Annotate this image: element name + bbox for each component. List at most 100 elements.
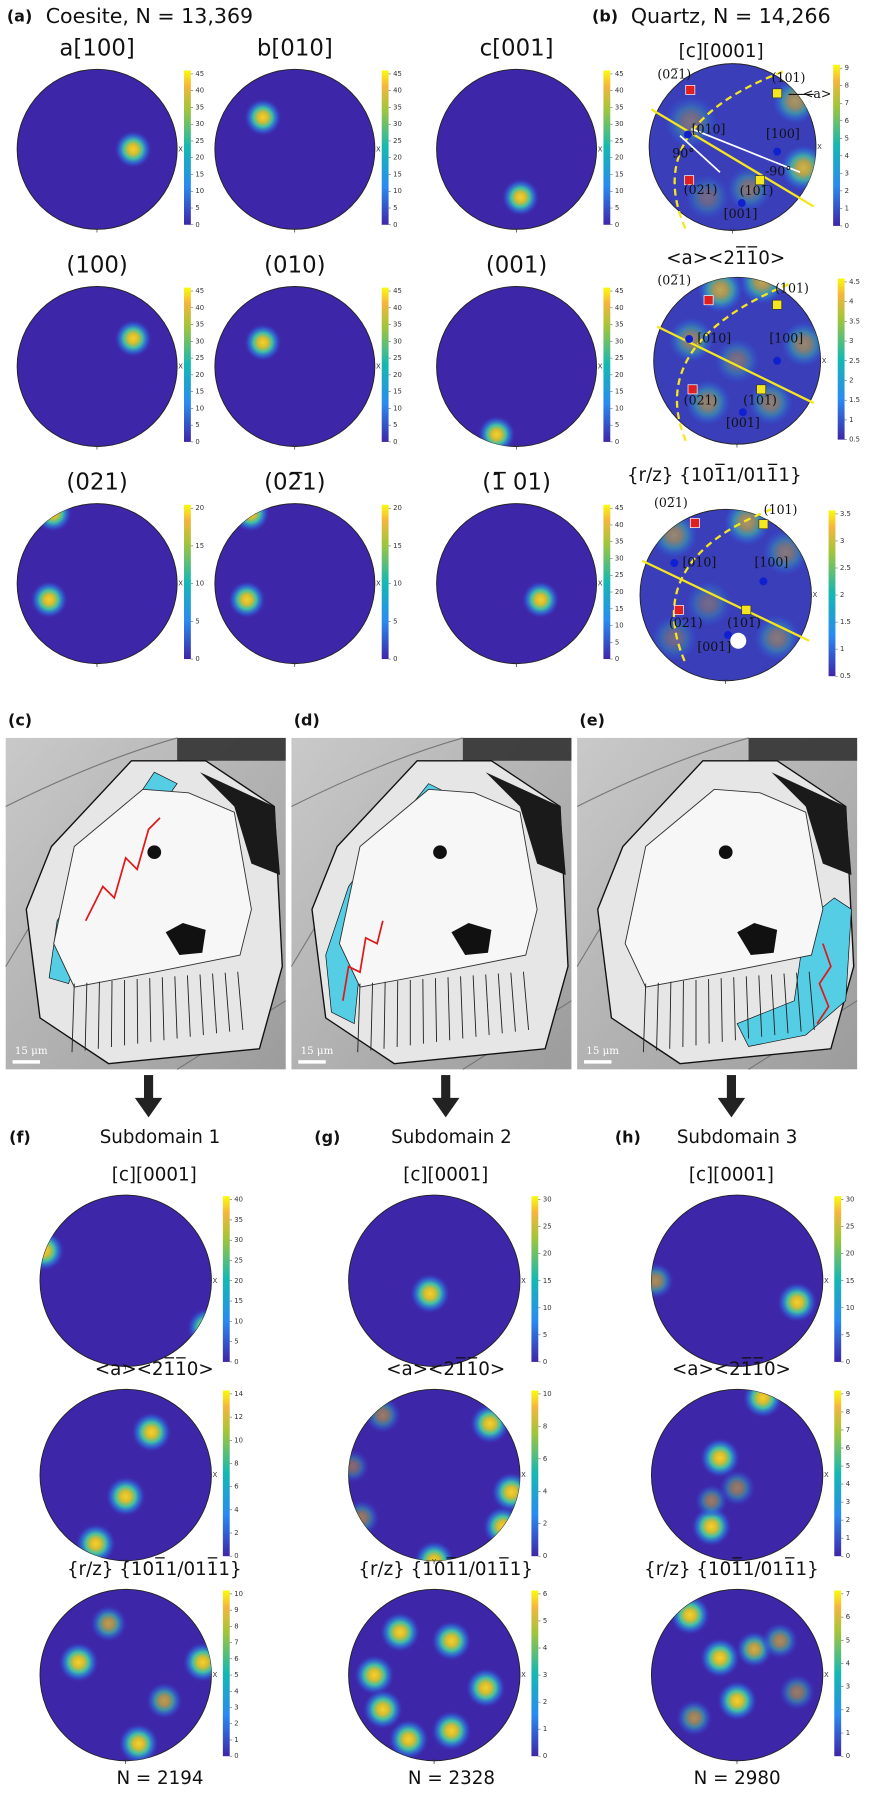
axis-mark: Y — [292, 661, 298, 669]
colorbar — [223, 1196, 230, 1362]
colorbar-tick-label: 5 — [846, 1462, 850, 1470]
colorbar-tick-label: 2.5 — [849, 357, 860, 365]
colorbar-tick-label: 6 — [234, 1655, 238, 1663]
colorbar — [382, 505, 389, 659]
colorbar-tick-label: 15 — [615, 170, 624, 178]
colorbar-tick-label: 35 — [615, 321, 624, 329]
colorbar-tick-label: 8 — [846, 1408, 850, 1416]
colorbar-tick-label: 0 — [543, 1752, 547, 1760]
colorbar-tick-label: 0 — [615, 221, 619, 229]
density-spot — [244, 323, 282, 361]
colorbar-tick-label: 0 — [195, 221, 199, 229]
colorbar-tick-label: 10 — [393, 580, 402, 588]
density-spot — [379, 1612, 420, 1653]
colorbar-tick-label: 1.5 — [849, 396, 860, 404]
density-spot — [431, 1710, 472, 1751]
colorbar-tick-label: 40 — [615, 87, 624, 95]
colorbar-tick-label: 2 — [849, 376, 853, 384]
colorbar-tick-label: 20 — [195, 154, 204, 162]
colorbar-tick-label: 20 — [543, 1250, 552, 1258]
arrow-head — [432, 1098, 459, 1117]
colorbar-tick-label: 20 — [195, 504, 204, 512]
colorbar-tick-label: 9 — [234, 1606, 238, 1614]
colorbar-tick-label: 2 — [845, 187, 849, 195]
colorbar — [184, 70, 191, 224]
colorbar-tick-label: 2.5 — [840, 564, 851, 572]
plot-title: {r/z} {101̅1/011̅1} — [67, 1558, 242, 1580]
colorbar — [834, 1390, 841, 1556]
density-spot — [187, 1307, 228, 1348]
annotation: (021) — [684, 182, 718, 197]
colorbar — [603, 288, 610, 442]
colorbar-tick-label: 0 — [846, 1358, 850, 1366]
axis-mark: Y — [431, 1758, 437, 1766]
marker — [773, 89, 782, 98]
density-spot — [777, 1282, 818, 1323]
plot-title: (02̅1) — [264, 470, 325, 496]
plot-title: [c][0001] — [403, 1165, 488, 1186]
panel-label: (d) — [294, 710, 320, 729]
colorbar — [382, 70, 389, 224]
density-spot — [362, 1689, 403, 1730]
colorbar-tick-label: 30 — [393, 120, 402, 128]
density-spot — [465, 1667, 506, 1708]
marker — [670, 559, 678, 567]
colorbar-tick-label: 40 — [234, 1196, 243, 1204]
colorbar-tick-label: 6 — [543, 1455, 547, 1463]
density-spot — [637, 1262, 675, 1300]
subdomain-title: Subdomain 1 — [100, 1127, 221, 1148]
colorbar-tick-label: 15 — [195, 388, 204, 396]
colorbar-tick-label: 8 — [234, 1622, 238, 1630]
colorbar-tick-label: 25 — [195, 354, 204, 362]
colorbar-tick-label: 14 — [234, 1390, 243, 1398]
annotation: [100] — [766, 126, 800, 141]
colorbar-tick-label: 35 — [393, 103, 402, 111]
colorbar-tick-label: 45 — [615, 504, 624, 512]
scale-label: 15 μm — [586, 1045, 619, 1057]
pole-figure — [215, 286, 375, 446]
colorbar-tick-label: 30 — [615, 120, 624, 128]
colorbar-tick-label: 35 — [393, 321, 402, 329]
plot-title: <a><21̅1̅0> — [666, 247, 785, 269]
axis-mark: X — [598, 145, 603, 153]
count-label: N = 2980 — [694, 1768, 781, 1789]
axis-mark: X — [178, 145, 183, 153]
colorbar-tick-label: 4 — [846, 1480, 850, 1488]
colorbar-tick-label: 0 — [615, 655, 619, 663]
colorbar-tick-label: 10 — [393, 187, 402, 195]
colorbar-tick-label: 8 — [234, 1459, 238, 1467]
pole-figure — [651, 1195, 822, 1366]
colorbar-tick-label: 40 — [393, 87, 402, 95]
arrow-shaft — [144, 1075, 153, 1100]
axis-mark: Y — [734, 1758, 740, 1766]
plot-title: (1̅ 01) — [482, 470, 551, 496]
pole-figure — [17, 69, 177, 229]
density-spot — [649, 509, 700, 560]
axis-mark: Y — [722, 678, 728, 686]
colorbar-tick-label: 5 — [195, 421, 199, 429]
axis-mark: X — [813, 591, 818, 599]
axis-mark: X — [598, 580, 603, 588]
colorbar-tick-label: 2 — [234, 1529, 238, 1537]
marker — [674, 605, 683, 614]
fracture — [397, 981, 398, 1047]
density-spot — [30, 580, 68, 618]
density-spot — [699, 1637, 740, 1678]
fracture — [709, 979, 710, 1044]
colorbar-tick-label: 3 — [840, 537, 844, 545]
colorbar-tick-label: 20 — [615, 371, 624, 379]
colorbar-tick-label: 0 — [845, 222, 849, 230]
colorbar-tick-label: 5 — [615, 204, 619, 212]
colorbar-tick-label: 20 — [846, 1250, 855, 1258]
colorbar-tick-label: 0 — [846, 1552, 850, 1560]
colorbar-tick-label: 30 — [195, 337, 204, 345]
colorbar-tick-label: 25 — [393, 137, 402, 145]
marker — [685, 335, 693, 343]
colorbar — [829, 510, 836, 676]
colorbar-tick-label: 40 — [615, 521, 624, 529]
annotation: (021) — [684, 392, 718, 407]
axis-mark: X — [598, 362, 603, 370]
hole — [730, 633, 746, 649]
colorbar — [184, 505, 191, 659]
annotation: 90° — [672, 145, 694, 160]
